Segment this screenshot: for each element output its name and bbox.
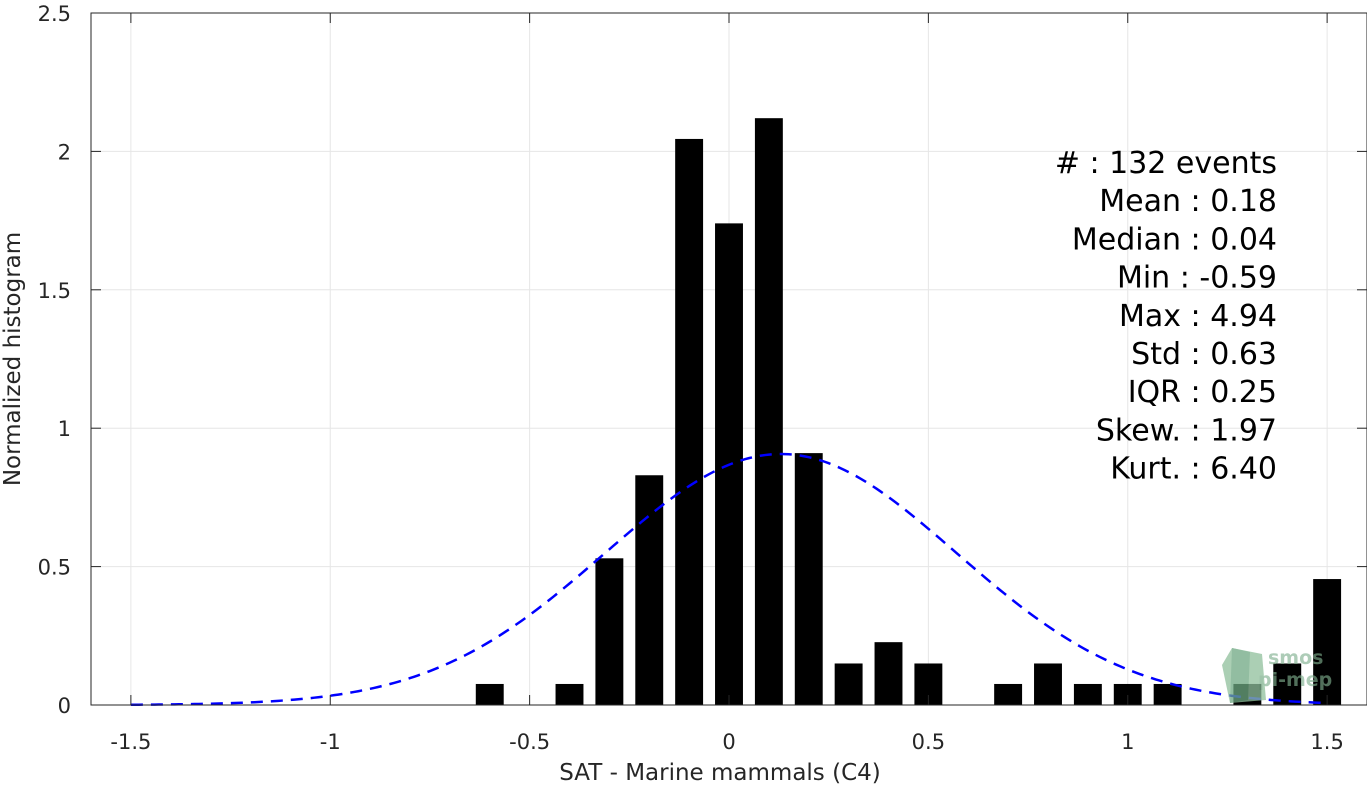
- axis-ticks: [91, 12, 1367, 706]
- histogram-bar: [475, 683, 504, 705]
- x-tick-label: 0: [722, 730, 735, 754]
- smos-pimep-logo: smos pi-mep: [1222, 647, 1332, 703]
- y-axis-label: Normalized histogram: [0, 232, 26, 486]
- histogram-bar: [675, 138, 704, 706]
- y-tick-label: 1.5: [38, 279, 71, 303]
- normal-fit-curve: [130, 452, 1328, 706]
- stat-line: Skew. : 1.97: [1096, 413, 1277, 448]
- stat-line: Min : -0.59: [1117, 261, 1277, 296]
- histogram-bar: [1034, 663, 1062, 705]
- x-tick-label: 1.5: [1310, 730, 1343, 754]
- logo-line1: smos: [1268, 647, 1323, 669]
- histogram-bar: [555, 683, 584, 705]
- stat-line: IQR : 0.25: [1128, 375, 1277, 410]
- normal-fit-line: [130, 452, 1328, 706]
- logo-shape-accent: [1230, 648, 1250, 703]
- histogram-bar: [1153, 683, 1182, 705]
- x-tick-label: -1: [320, 730, 341, 754]
- x-tick-label: 1: [1121, 730, 1134, 754]
- histogram-bar: [834, 663, 863, 705]
- y-tick-label: 2: [58, 140, 71, 164]
- tick-labels: -1.5 -1 -0.5 0 0.5 1 1.5 0 0.5 1 1.5 2 2.5: [38, 2, 1344, 754]
- histogram-bar: [754, 118, 783, 705]
- histogram-bar: [994, 683, 1023, 705]
- y-tick-label: 0: [58, 694, 71, 718]
- stat-line: Std : 0.63: [1131, 337, 1277, 372]
- x-axis-label: SAT - Marine mammals (C4): [559, 760, 881, 785]
- stat-line: Max : 4.94: [1119, 299, 1277, 334]
- y-tick-label: 1: [58, 417, 71, 441]
- x-tick-label: 0.5: [912, 730, 945, 754]
- stat-line: Kurt. : 6.40: [1110, 452, 1277, 487]
- histogram-bar: [1113, 683, 1142, 705]
- histogram-bar: [595, 558, 624, 705]
- stat-line: Median : 0.04: [1072, 222, 1277, 257]
- histogram-bar: [1273, 663, 1302, 705]
- histogram-bars: [475, 118, 1342, 706]
- histogram-bar: [1073, 683, 1102, 705]
- logo-line2: pi-mep: [1258, 669, 1332, 691]
- y-tick-label: 0.5: [38, 556, 71, 580]
- histogram-bar: [1313, 579, 1342, 705]
- stat-line: Mean : 0.18: [1099, 184, 1277, 219]
- stat-line: # : 132 events: [1055, 146, 1277, 181]
- histogram-bar: [635, 475, 664, 705]
- histogram-bar: [874, 642, 903, 705]
- histogram-bar: [794, 453, 823, 705]
- y-tick-label: 2.5: [38, 2, 71, 26]
- x-tick-label: -0.5: [509, 730, 550, 754]
- x-tick-label: -1.5: [110, 730, 151, 754]
